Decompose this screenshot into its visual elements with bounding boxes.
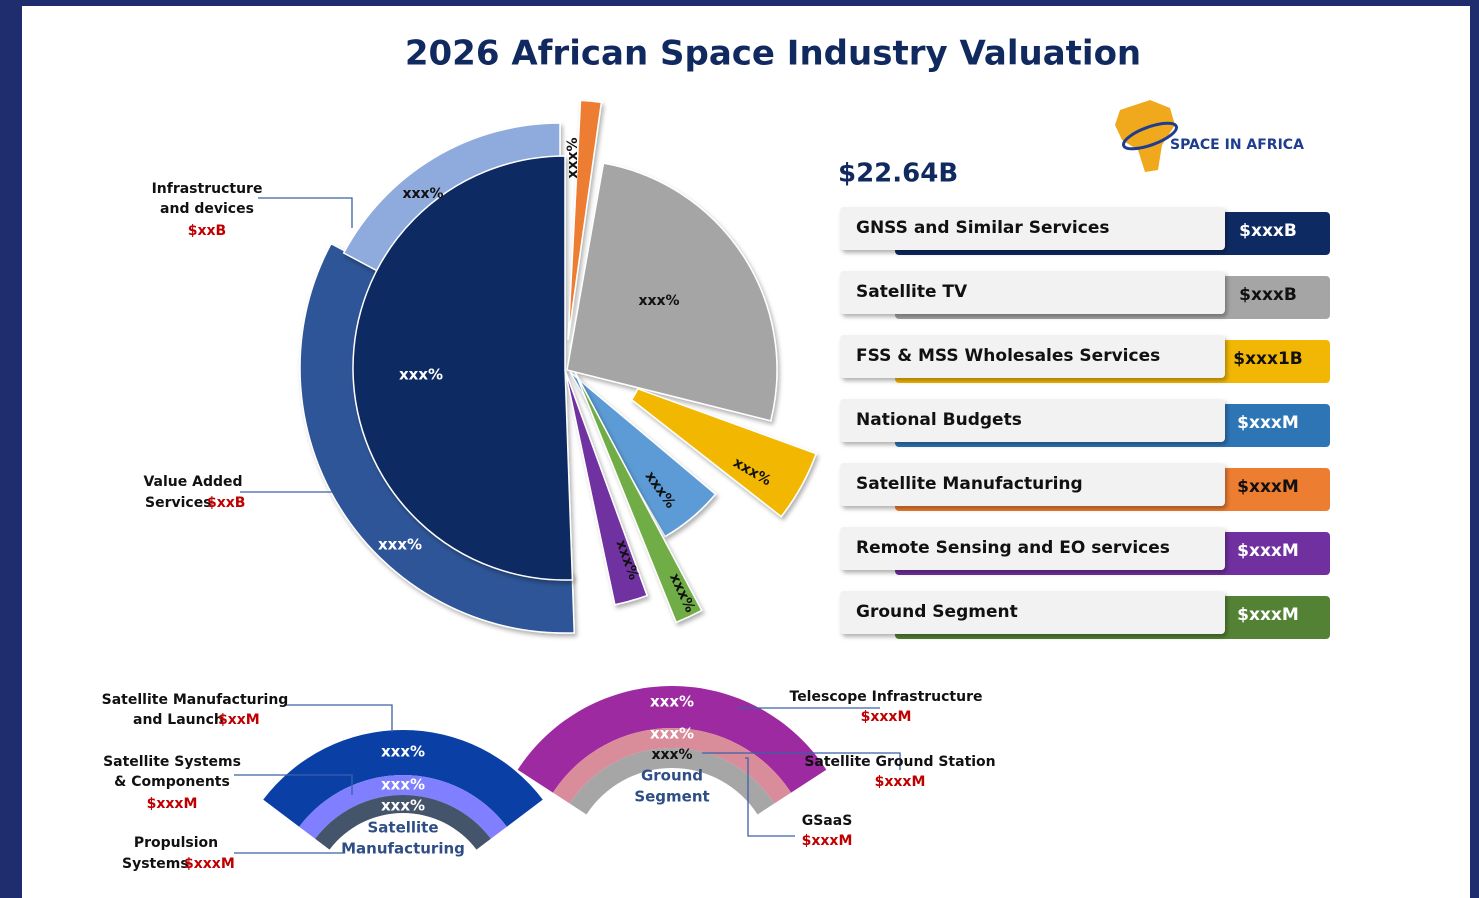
callout-value: $xxM — [218, 712, 260, 728]
callout-text: Infrastructure — [152, 181, 263, 197]
legend-box — [840, 399, 1225, 442]
callout-text: Value Added — [143, 474, 242, 490]
fan-ring — [569, 748, 775, 815]
callout-value: $xxxM — [147, 796, 198, 812]
legend-value: $xxxB — [1239, 221, 1297, 241]
callout-text: Propulsion — [134, 835, 218, 851]
pie-label: xxx% — [565, 137, 581, 178]
legend-label: National Budgets — [856, 410, 1022, 430]
pie-slice — [574, 371, 703, 624]
pie-slice — [569, 371, 717, 538]
logo-text: SPACE IN AFRICA — [1170, 137, 1304, 153]
fan-charts: xxx% xxx% xxx% Satellite Manufacturing xxx% xx… — [263, 686, 827, 858]
legend-box — [840, 335, 1225, 378]
legend-box — [840, 271, 1225, 314]
legend-box — [840, 527, 1225, 570]
callout-value: $xxxM — [802, 833, 853, 849]
legend-label: Remote Sensing and EO services — [856, 538, 1170, 558]
total: $22.64B — [838, 159, 958, 189]
callout-text: Satellite Systems — [103, 754, 241, 770]
callout-value: $xxxM — [184, 856, 235, 872]
fan-label: xxx% — [381, 776, 425, 794]
fan-center: Satellite — [367, 819, 438, 837]
callout-text: & Components — [114, 774, 230, 790]
legend-value: $xxxM — [1237, 413, 1299, 433]
callout-text: Satellite Manufacturing — [102, 692, 289, 708]
legend-value-box — [1222, 532, 1330, 575]
pie-chart: xxx%xxx%xxx%xxx%xxx%xxx%xxx%xxx%xxx% — [299, 99, 818, 634]
legend-value: $xxxB — [1239, 285, 1297, 305]
callout-text: Services — [145, 495, 212, 511]
legend-box — [840, 207, 1225, 250]
title: 2026 African Space Industry Valuation — [405, 34, 1141, 74]
fan-center: Manufacturing — [341, 840, 465, 858]
callout-value: $xxxM — [861, 709, 912, 725]
callout-line — [745, 757, 795, 837]
callout-text: Satellite Ground Station — [804, 754, 995, 770]
pie-slice — [564, 369, 649, 606]
callout-text: and Launch — [133, 712, 224, 728]
callout-text: GSaaS — [802, 813, 853, 829]
legend-value-box — [1222, 596, 1330, 639]
pie-slice — [566, 162, 778, 422]
fan-center: Ground — [641, 767, 703, 785]
pie-slice — [630, 387, 818, 518]
pie-label: xxx% — [638, 293, 679, 309]
legend-label: GNSS and Similar Services — [856, 218, 1110, 238]
fan-ring — [299, 775, 507, 839]
legend-label: Satellite TV — [856, 282, 968, 302]
fan-label: xxx% — [381, 743, 425, 761]
callout-text: and devices — [160, 201, 254, 217]
logo: SPACE IN AFRICA — [1115, 100, 1304, 172]
fan-label: xxx% — [651, 747, 692, 763]
legend-value-box — [1222, 404, 1330, 447]
callout-text: Systems — [122, 856, 189, 872]
fan-label: xxx% — [650, 693, 694, 711]
callout-line — [284, 704, 393, 732]
legend-value-box — [1222, 276, 1330, 319]
pie-label: xxx% — [378, 536, 422, 554]
legend-value-box — [1222, 212, 1330, 255]
callout-value: $xxB — [188, 223, 226, 239]
legend-box — [840, 591, 1225, 634]
callout-value: $xxB — [207, 495, 245, 511]
fan-ring — [517, 686, 827, 793]
pie-slice — [567, 99, 603, 341]
legend-value-box — [1222, 340, 1330, 383]
fan-ring — [315, 794, 491, 850]
pie-label: xxx% — [402, 186, 443, 202]
pie-slice — [352, 155, 574, 581]
fan-ring — [263, 730, 543, 827]
legend-value: $xxxM — [1237, 541, 1299, 561]
legend-label: FSS & MSS Wholesales Services — [856, 346, 1160, 366]
callout-value: $xxxM — [875, 774, 926, 790]
fan-label: xxx% — [381, 797, 425, 815]
callout-line — [258, 197, 353, 228]
callout-line — [702, 752, 901, 770]
pie-label: xxx% — [399, 366, 443, 384]
legend-value: $xxxM — [1237, 477, 1299, 497]
fan-center: Segment — [634, 788, 709, 806]
fan-label: xxx% — [650, 725, 694, 743]
legend-value-box — [1222, 468, 1330, 511]
legend-label: Ground Segment — [856, 602, 1018, 622]
legend-value: $xxx1B — [1233, 349, 1303, 369]
callout-line — [234, 774, 353, 795]
legend-value: $xxxM — [1237, 605, 1299, 625]
legend-box — [840, 463, 1225, 506]
callout-text: Telescope Infrastructure — [790, 689, 983, 705]
legend-label: Satellite Manufacturing — [856, 474, 1083, 494]
fan-ring — [552, 727, 792, 804]
legend: GNSS and Similar Services $xxxB Satellite … — [840, 207, 1330, 639]
